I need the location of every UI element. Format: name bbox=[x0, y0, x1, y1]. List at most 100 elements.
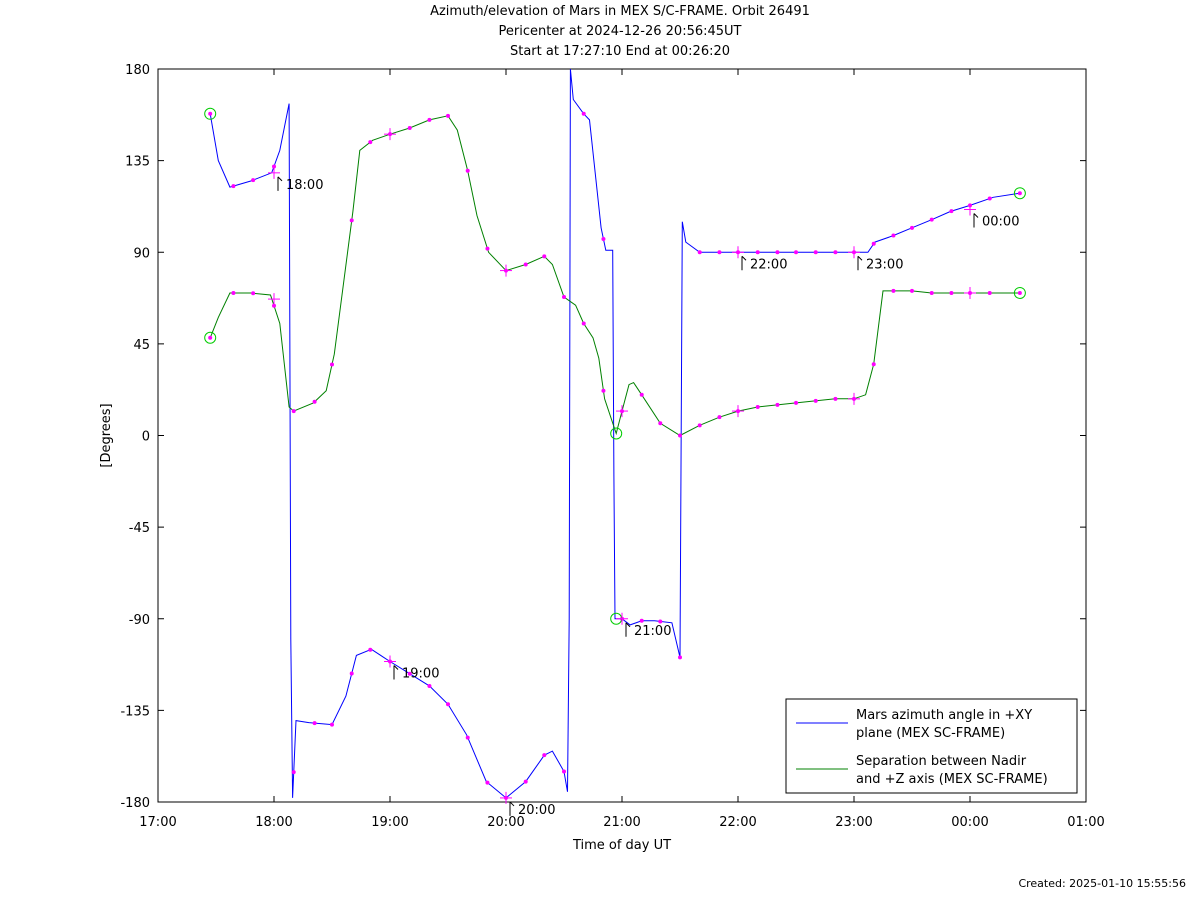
series-0-marker bbox=[485, 780, 490, 785]
legend-box bbox=[785, 698, 1078, 794]
series-1-marker bbox=[678, 433, 682, 438]
series-1-marker bbox=[658, 421, 663, 426]
series-0-marker bbox=[562, 769, 566, 774]
hour-annotation-label: 20:00 bbox=[518, 803, 555, 818]
series-1-marker bbox=[755, 404, 760, 409]
legend-label-1: and +Z axis (MEX SC-FRAME) bbox=[856, 772, 1048, 787]
hour-annotation-tick bbox=[973, 213, 979, 218]
series-1-marker bbox=[542, 254, 547, 259]
hour-annotation-tick bbox=[509, 801, 515, 807]
series-0-marker bbox=[291, 770, 296, 775]
y-tick-label: -180 bbox=[120, 796, 150, 811]
series-0-marker bbox=[601, 237, 606, 242]
x-axis-label: Time of day UT bbox=[572, 838, 671, 853]
series-0-marker bbox=[581, 111, 586, 116]
series-1-marker bbox=[251, 291, 256, 296]
series-1-marker bbox=[987, 290, 992, 295]
series-1-marker bbox=[871, 362, 876, 367]
series-1-marker bbox=[813, 398, 818, 403]
series-0-marker bbox=[542, 753, 547, 758]
legend-label-1: Separation between Nadir bbox=[856, 754, 1027, 769]
series-1-marker bbox=[833, 396, 838, 401]
hour-annotation-label: 19:00 bbox=[402, 667, 439, 682]
series-0-marker bbox=[775, 250, 780, 255]
y-axis-label: [Degrees] bbox=[99, 403, 114, 467]
series-0-marker bbox=[678, 655, 682, 660]
series-0-marker bbox=[312, 721, 317, 726]
y-tick-label: 90 bbox=[133, 246, 150, 261]
series-1-marker bbox=[465, 168, 470, 173]
series-0-marker bbox=[658, 619, 663, 624]
series-1-marker bbox=[775, 402, 780, 407]
series-1-marker bbox=[312, 399, 317, 404]
x-tick-label: 00:00 bbox=[951, 815, 988, 830]
series-1-marker bbox=[717, 415, 722, 420]
event-circle-marker bbox=[1013, 286, 1026, 299]
series-1-marker bbox=[562, 295, 566, 300]
x-tick-label: 22:00 bbox=[719, 815, 756, 830]
series-0-marker bbox=[891, 233, 896, 238]
x-tick-label: 21:00 bbox=[603, 815, 640, 830]
hour-annotation-tick bbox=[393, 665, 399, 670]
series-1-marker bbox=[891, 288, 896, 293]
series-0-marker bbox=[231, 184, 236, 189]
series-1-marker bbox=[349, 218, 354, 223]
series-1-marker bbox=[208, 335, 213, 340]
event-circle-marker bbox=[610, 427, 623, 440]
series-1-marker bbox=[523, 262, 528, 267]
series-0-marker bbox=[833, 250, 838, 255]
series-0-marker bbox=[910, 225, 914, 230]
event-circle-marker bbox=[204, 107, 217, 120]
y-tick-label: -135 bbox=[120, 704, 150, 719]
series-0-marker bbox=[697, 250, 702, 255]
series-0-marker bbox=[717, 250, 722, 255]
series-0-marker bbox=[427, 683, 432, 688]
series-1-marker bbox=[639, 392, 644, 397]
series-1-marker bbox=[949, 290, 954, 295]
series-0-marker bbox=[794, 250, 798, 255]
series-1-marker bbox=[231, 290, 236, 295]
series-0-marker bbox=[871, 241, 876, 246]
hour-annotation-tick bbox=[741, 255, 747, 261]
series-1-marker bbox=[1017, 290, 1022, 295]
series-0-marker bbox=[368, 647, 373, 652]
hour-annotation-tick bbox=[277, 176, 283, 182]
series-1-marker bbox=[929, 290, 934, 295]
series-1-marker bbox=[697, 423, 702, 428]
x-tick-label: 19:00 bbox=[371, 815, 408, 830]
event-circle-marker bbox=[1013, 187, 1026, 200]
series-line-0 bbox=[209, 68, 1020, 799]
series-1-marker bbox=[446, 113, 450, 118]
series-line-1 bbox=[209, 115, 1020, 437]
y-tick-label: -45 bbox=[129, 521, 150, 536]
series-1-marker bbox=[794, 400, 798, 405]
series-0-marker bbox=[1017, 191, 1022, 196]
x-tick-label: 01:00 bbox=[1067, 815, 1104, 830]
series-0-marker bbox=[349, 671, 354, 676]
series-0-marker bbox=[465, 735, 470, 740]
legend-label-0: Mars azimuth angle in +XY bbox=[856, 708, 1032, 723]
legend-label-0: plane (MEX SC-FRAME) bbox=[856, 726, 1005, 741]
series-0-marker bbox=[813, 250, 818, 255]
hour-annotation-label: 00:00 bbox=[982, 214, 1019, 229]
series-1-marker bbox=[485, 246, 490, 251]
series-1-marker bbox=[272, 303, 276, 308]
series-0-marker bbox=[755, 250, 760, 255]
series-0-marker bbox=[446, 702, 450, 707]
series-0-marker bbox=[251, 178, 256, 183]
x-tick-label: 18:00 bbox=[255, 815, 292, 830]
series-0-marker bbox=[639, 618, 644, 623]
x-tick-label: 17:00 bbox=[139, 815, 176, 830]
hour-annotation-tick bbox=[857, 255, 863, 261]
y-tick-label: 0 bbox=[142, 430, 150, 445]
series-0-marker bbox=[272, 164, 276, 169]
series-1-marker bbox=[407, 126, 412, 131]
series-1-marker bbox=[910, 288, 914, 293]
series-0-marker bbox=[987, 196, 992, 201]
series-1-marker bbox=[291, 409, 296, 414]
series-1-marker bbox=[330, 362, 334, 367]
hour-annotation-tick bbox=[625, 622, 631, 628]
series-1-marker bbox=[368, 140, 373, 145]
series-1-marker bbox=[427, 117, 432, 122]
